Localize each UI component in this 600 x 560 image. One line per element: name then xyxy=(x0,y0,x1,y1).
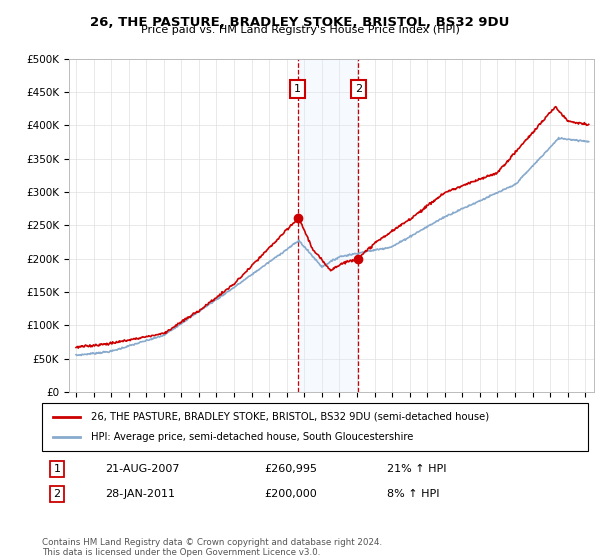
Text: 1: 1 xyxy=(294,84,301,94)
Text: 28-JAN-2011: 28-JAN-2011 xyxy=(105,489,175,499)
Text: 26, THE PASTURE, BRADLEY STOKE, BRISTOL, BS32 9DU (semi-detached house): 26, THE PASTURE, BRADLEY STOKE, BRISTOL,… xyxy=(91,412,489,422)
Text: Contains HM Land Registry data © Crown copyright and database right 2024.
This d: Contains HM Land Registry data © Crown c… xyxy=(42,538,382,557)
Text: 2: 2 xyxy=(355,84,362,94)
Text: 1: 1 xyxy=(53,464,61,474)
Text: HPI: Average price, semi-detached house, South Gloucestershire: HPI: Average price, semi-detached house,… xyxy=(91,432,413,442)
Text: 8% ↑ HPI: 8% ↑ HPI xyxy=(387,489,439,499)
Text: 26, THE PASTURE, BRADLEY STOKE, BRISTOL, BS32 9DU: 26, THE PASTURE, BRADLEY STOKE, BRISTOL,… xyxy=(91,16,509,29)
Text: £200,000: £200,000 xyxy=(264,489,317,499)
Text: 2: 2 xyxy=(53,489,61,499)
Bar xyxy=(298,59,358,392)
FancyBboxPatch shape xyxy=(42,403,588,451)
Text: Price paid vs. HM Land Registry's House Price Index (HPI): Price paid vs. HM Land Registry's House … xyxy=(140,25,460,35)
Text: £260,995: £260,995 xyxy=(264,464,317,474)
Text: 21% ↑ HPI: 21% ↑ HPI xyxy=(387,464,446,474)
Text: 21-AUG-2007: 21-AUG-2007 xyxy=(105,464,179,474)
